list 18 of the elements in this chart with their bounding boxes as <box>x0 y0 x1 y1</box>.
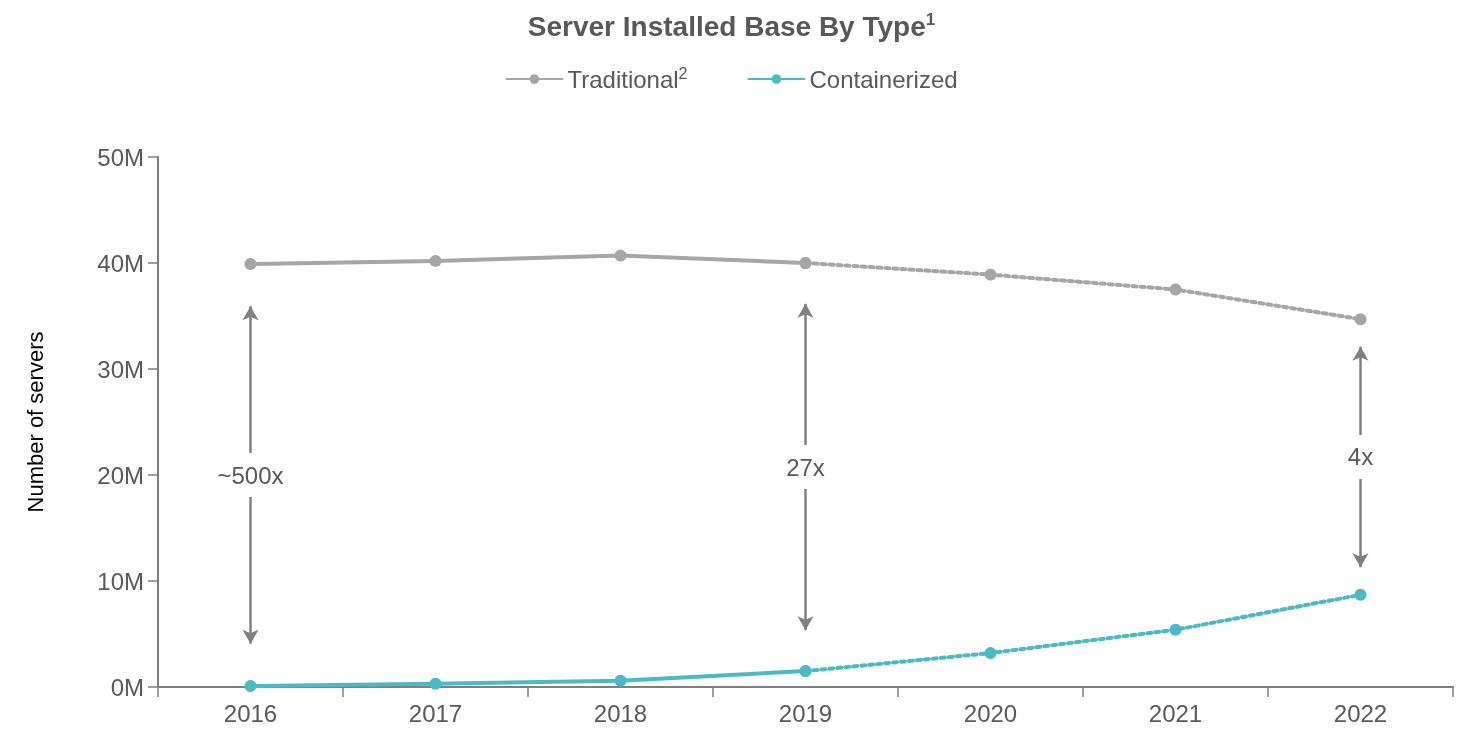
x-tick-label: 2016 <box>223 699 278 727</box>
annotation: ~500x <box>217 461 284 489</box>
y-tick-label: 40M <box>97 249 144 277</box>
x-tick-label: 2021 <box>1148 699 1203 727</box>
x-tick-label: 2019 <box>778 699 833 727</box>
x-tick-label: 2018 <box>593 699 648 727</box>
y-tick-label: 20M <box>97 461 144 489</box>
y-tick-label: 10M <box>97 567 144 595</box>
y-tick-label: 0M <box>110 673 144 701</box>
legend-label: Containerized <box>809 65 958 93</box>
y-tick-label: 30M <box>97 355 144 383</box>
x-tick-label: 2017 <box>408 699 463 727</box>
y-axis-title: Number of servers <box>22 331 48 513</box>
y-tick-label: 50M <box>97 143 144 171</box>
annotation: 27x <box>786 453 825 481</box>
annotation: 4x <box>1347 443 1374 471</box>
x-tick-label: 2020 <box>963 699 1018 727</box>
x-tick-label: 2022 <box>1333 699 1388 727</box>
